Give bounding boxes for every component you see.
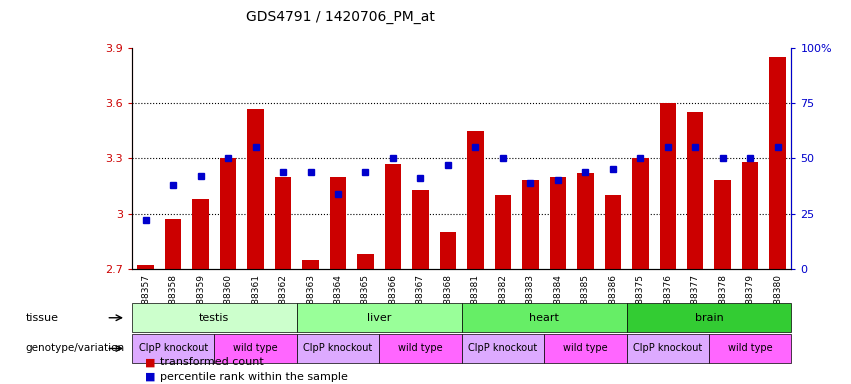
- Text: ■: ■: [145, 358, 155, 367]
- Bar: [248, 109, 264, 269]
- Bar: [220, 159, 237, 269]
- Bar: [632, 159, 648, 269]
- Bar: [137, 265, 154, 269]
- Bar: [385, 164, 401, 269]
- Text: ■: ■: [145, 372, 155, 382]
- Bar: [440, 232, 456, 269]
- Text: percentile rank within the sample: percentile rank within the sample: [160, 372, 348, 382]
- Text: wild type: wild type: [728, 343, 773, 354]
- Text: wild type: wild type: [233, 343, 278, 354]
- Bar: [769, 57, 786, 269]
- Bar: [494, 195, 511, 269]
- Text: genotype/variation: genotype/variation: [26, 343, 124, 354]
- Bar: [660, 103, 676, 269]
- Text: brain: brain: [694, 313, 723, 323]
- Text: wild type: wild type: [563, 343, 608, 354]
- Bar: [330, 177, 346, 269]
- Bar: [165, 219, 181, 269]
- Text: GDS4791 / 1420706_PM_at: GDS4791 / 1420706_PM_at: [246, 10, 435, 23]
- Bar: [275, 177, 291, 269]
- Bar: [302, 260, 319, 269]
- Bar: [357, 254, 374, 269]
- Text: wild type: wild type: [398, 343, 443, 354]
- Bar: [550, 177, 566, 269]
- Text: liver: liver: [367, 313, 391, 323]
- Bar: [715, 180, 731, 269]
- Bar: [467, 131, 483, 269]
- Text: tissue: tissue: [26, 313, 59, 323]
- Text: testis: testis: [199, 313, 230, 323]
- Bar: [412, 190, 429, 269]
- Text: ClpP knockout: ClpP knockout: [304, 343, 373, 354]
- Text: ClpP knockout: ClpP knockout: [468, 343, 538, 354]
- Bar: [742, 162, 758, 269]
- Bar: [604, 195, 621, 269]
- Text: heart: heart: [529, 313, 559, 323]
- Bar: [192, 199, 208, 269]
- Text: transformed count: transformed count: [160, 358, 264, 367]
- Bar: [523, 180, 539, 269]
- Text: ClpP knockout: ClpP knockout: [633, 343, 702, 354]
- Bar: [687, 113, 704, 269]
- Text: ClpP knockout: ClpP knockout: [139, 343, 208, 354]
- Bar: [577, 173, 594, 269]
